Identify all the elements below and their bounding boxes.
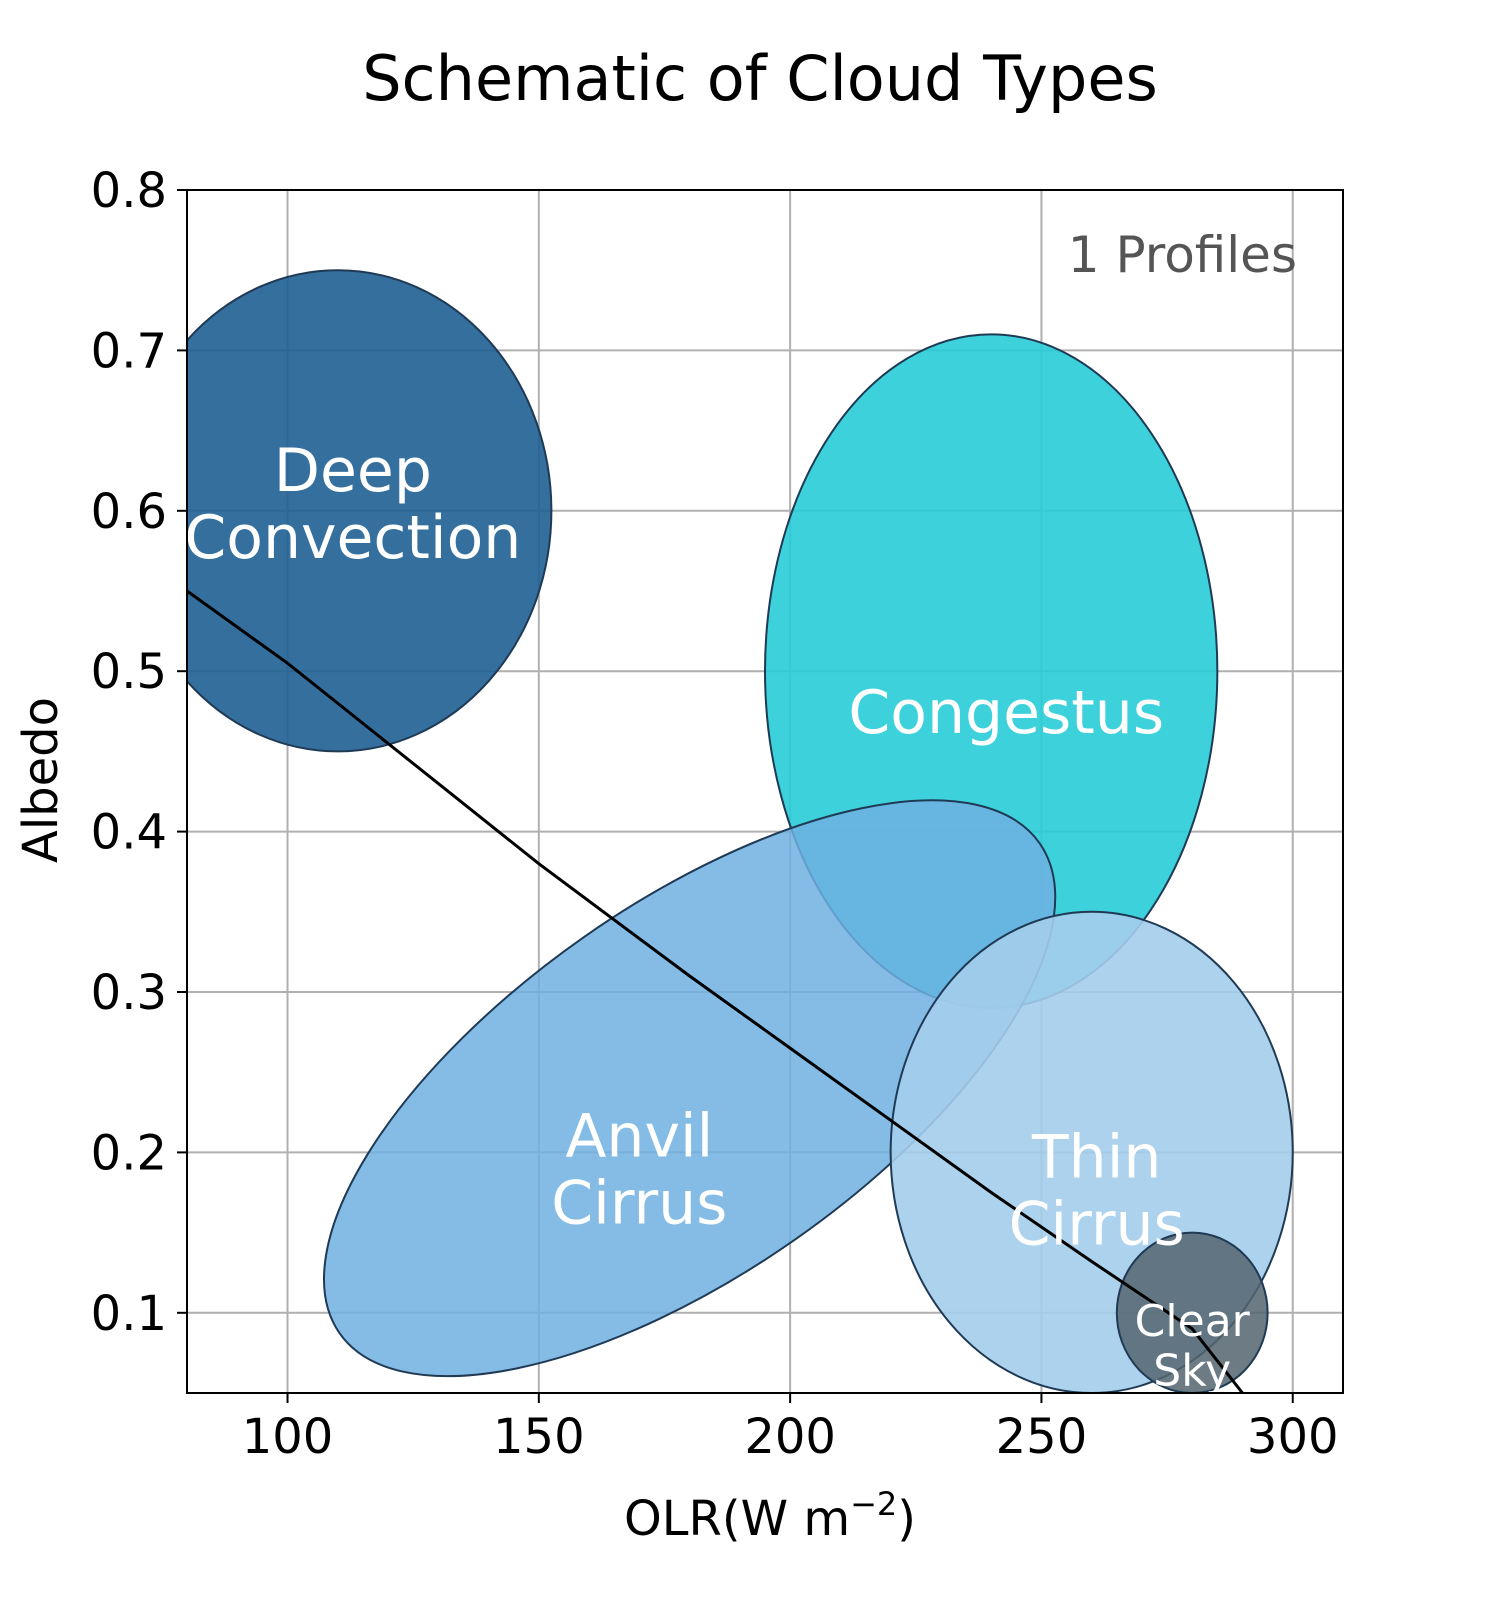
region-label: Deep bbox=[274, 436, 432, 506]
x-axis-label-sup: −2 bbox=[850, 1485, 897, 1523]
region-label: Sky bbox=[1153, 1345, 1231, 1396]
region-label: Clear bbox=[1135, 1296, 1251, 1347]
y-tick-label: 0.3 bbox=[91, 965, 167, 1021]
x-axis-label-main: OLR(W m bbox=[624, 1491, 850, 1547]
region-label: Cirrus bbox=[551, 1169, 727, 1239]
y-tick-label: 0.1 bbox=[91, 1286, 167, 1342]
y-tick-label: 0.6 bbox=[91, 484, 167, 540]
region-label: Congestus bbox=[848, 678, 1164, 748]
x-tick-label: 300 bbox=[1247, 1409, 1339, 1465]
y-tick-label: 0.7 bbox=[91, 323, 167, 379]
x-axis-label-end: ) bbox=[897, 1491, 916, 1547]
y-tick-label: 0.4 bbox=[91, 805, 167, 861]
y-axis-label: Albedo bbox=[13, 697, 69, 863]
plot-frame bbox=[186, 189, 1344, 1394]
x-tick-label: 150 bbox=[493, 1409, 585, 1465]
chart-title: Schematic of Cloud Types bbox=[362, 42, 1158, 115]
region-labels: DeepConvectionCongestusAnvilCirrusThinCi… bbox=[184, 436, 1250, 1397]
region-label: Anvil bbox=[565, 1101, 713, 1171]
y-tick-label: 0.2 bbox=[91, 1125, 167, 1181]
cloud-regions bbox=[187, 269, 1294, 1393]
region-clear-sky bbox=[1115, 1231, 1269, 1393]
trend-line bbox=[187, 589, 1244, 1393]
axis-ticks: 100 150 200 250 300 0.1 0.2 0.3 0.4 0.5 0.6 0.7 0.8 bbox=[91, 163, 1339, 1465]
x-tick-label: 200 bbox=[744, 1409, 836, 1465]
x-axis-label: OLR(W m−2) bbox=[624, 1485, 916, 1547]
profiles-annotation: 1 Profiles bbox=[1068, 226, 1297, 284]
x-tick-label: 100 bbox=[242, 1409, 334, 1465]
region-anvil-cirrus bbox=[323, 799, 1057, 1378]
region-label: Thin bbox=[1031, 1122, 1161, 1192]
x-tick-label: 250 bbox=[996, 1409, 1088, 1465]
region-label: Convection bbox=[184, 503, 521, 573]
region-deep-convection bbox=[187, 269, 553, 753]
y-tick-label: 0.8 bbox=[91, 163, 167, 219]
region-label: Cirrus bbox=[1009, 1189, 1185, 1259]
y-tick-label: 0.5 bbox=[91, 644, 167, 700]
